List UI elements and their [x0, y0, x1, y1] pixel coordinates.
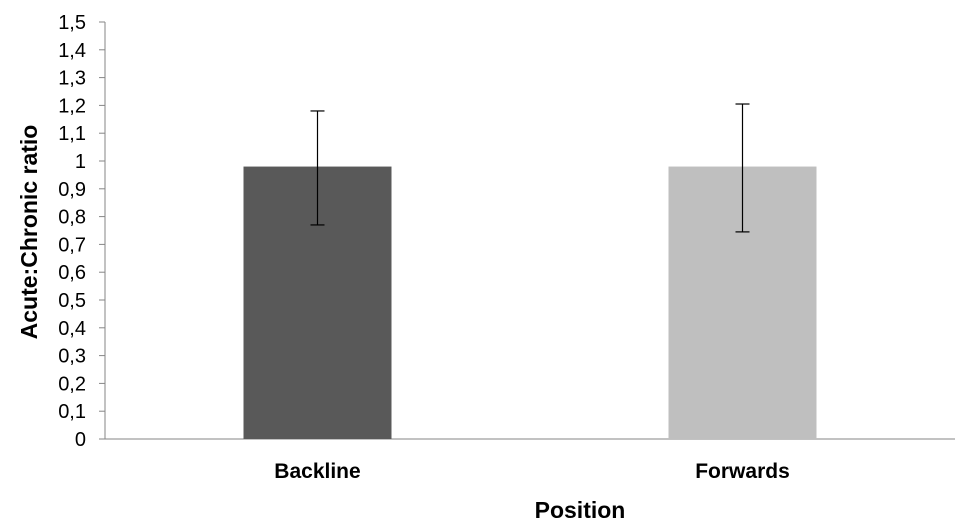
x-axis-title: Position	[535, 497, 626, 523]
y-tick-label: 0,5	[58, 290, 86, 312]
y-tick-label: 1	[75, 151, 86, 173]
y-tick-label: 0,9	[58, 179, 86, 201]
y-tick-label: 1,3	[58, 68, 86, 90]
y-axis-title: Acute:Chronic ratio	[16, 125, 42, 340]
error-bars-group	[310, 103, 750, 233]
y-tick-label: 1,1	[58, 123, 86, 145]
x-axis: Backline Forwards	[105, 438, 955, 483]
y-tick-label: 0	[75, 429, 86, 451]
y-tick-label: 0,3	[58, 346, 86, 368]
y-tick-label: 1,2	[58, 95, 86, 117]
x-tick-label-forwards: Forwards	[695, 460, 790, 483]
y-tick-label: 0,2	[58, 373, 86, 395]
x-tick-label-backline: Backline	[274, 460, 360, 483]
y-tick-label: 1,4	[58, 40, 86, 62]
y-tick-label: 0,1	[58, 401, 86, 423]
y-tick-label: 0,4	[58, 318, 86, 340]
y-tick-label: 0,6	[58, 262, 86, 284]
y-tick-label: 0,8	[58, 207, 86, 229]
y-tick-label: 0,7	[58, 234, 86, 256]
bars-group	[243, 166, 817, 439]
y-tick-label: 1,5	[58, 12, 86, 34]
y-axis: 0 0,1 0,2 0,3 0,4 0,5 0,6 0,7 0,8 0,9 1 1,1 1,2 1,3 1,…	[58, 12, 106, 451]
